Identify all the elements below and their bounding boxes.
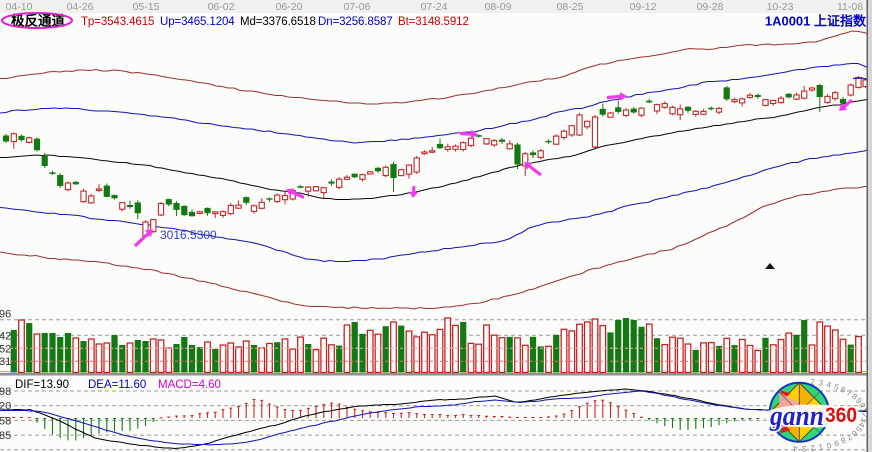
svg-text:9: 9 xyxy=(832,438,840,448)
svg-text:04-10: 04-10 xyxy=(6,1,33,13)
svg-text:4: 4 xyxy=(857,421,867,430)
svg-text:07-24: 07-24 xyxy=(421,1,448,13)
svg-text:7: 7 xyxy=(845,388,854,398)
svg-text:6: 6 xyxy=(849,428,859,438)
svg-text:5: 5 xyxy=(853,425,863,435)
svg-text:04-26: 04-26 xyxy=(67,1,94,13)
svg-text:5: 5 xyxy=(833,382,841,392)
svg-text:1: 1 xyxy=(859,407,869,414)
svg-text:3016.5300: 3016.5300 xyxy=(160,228,217,242)
svg-text:2: 2 xyxy=(810,377,816,386)
svg-text:4: 4 xyxy=(826,380,833,390)
svg-text:58: 58 xyxy=(0,415,11,427)
svg-text:3: 3 xyxy=(801,444,806,452)
svg-text:Dn=3256.8587: Dn=3256.8587 xyxy=(318,16,393,28)
svg-text:Md=3376.6518: Md=3376.6518 xyxy=(240,16,316,28)
svg-text:09-28: 09-28 xyxy=(697,1,724,13)
svg-text:1: 1 xyxy=(817,442,823,452)
svg-text:96: 96 xyxy=(0,309,11,321)
svg-text:8: 8 xyxy=(850,392,860,402)
svg-text:Tp=3543.4615: Tp=3543.4615 xyxy=(81,16,154,28)
svg-text:DEA=11.60: DEA=11.60 xyxy=(88,379,146,391)
svg-text:DIF=13.90: DIF=13.90 xyxy=(15,379,69,391)
svg-text:09-12: 09-12 xyxy=(630,1,657,13)
svg-text:4: 4 xyxy=(793,444,798,452)
svg-text:2: 2 xyxy=(809,443,815,452)
svg-text:98: 98 xyxy=(0,386,11,398)
svg-text:MACD=4.60: MACD=4.60 xyxy=(158,379,221,391)
svg-text:3: 3 xyxy=(818,378,824,388)
svg-text:0: 0 xyxy=(857,401,867,410)
svg-text:07-06: 07-06 xyxy=(344,1,371,13)
svg-text:42: 42 xyxy=(0,330,11,342)
svg-text:6: 6 xyxy=(839,385,847,395)
svg-text:9: 9 xyxy=(854,396,864,406)
svg-text:08-25: 08-25 xyxy=(557,1,584,13)
svg-text:2: 2 xyxy=(860,413,869,418)
svg-text:1A0001 上证指数: 1A0001 上证指数 xyxy=(765,14,867,29)
svg-text:7: 7 xyxy=(845,432,854,442)
svg-text:Bt=3148.5912: Bt=3148.5912 xyxy=(398,16,469,28)
svg-text:0: 0 xyxy=(825,440,832,450)
svg-text:85: 85 xyxy=(0,430,11,442)
svg-text:06-02: 06-02 xyxy=(208,1,235,13)
svg-text:360: 360 xyxy=(825,404,857,427)
svg-text:10-23: 10-23 xyxy=(767,1,794,13)
svg-text:11-08: 11-08 xyxy=(837,1,863,13)
svg-text:52: 52 xyxy=(0,343,11,355)
svg-text:gann: gann xyxy=(769,400,824,432)
svg-text:3: 3 xyxy=(859,417,869,424)
svg-text:极反通道: 极反通道 xyxy=(11,13,65,29)
svg-text:08-09: 08-09 xyxy=(485,1,512,13)
svg-text:06-20: 06-20 xyxy=(276,1,303,13)
svg-text:Up=3465.1204: Up=3465.1204 xyxy=(160,16,235,28)
svg-text:05-15: 05-15 xyxy=(133,1,160,13)
svg-text:20: 20 xyxy=(0,401,11,413)
svg-text:31: 31 xyxy=(0,356,11,368)
svg-text:8: 8 xyxy=(839,435,847,445)
